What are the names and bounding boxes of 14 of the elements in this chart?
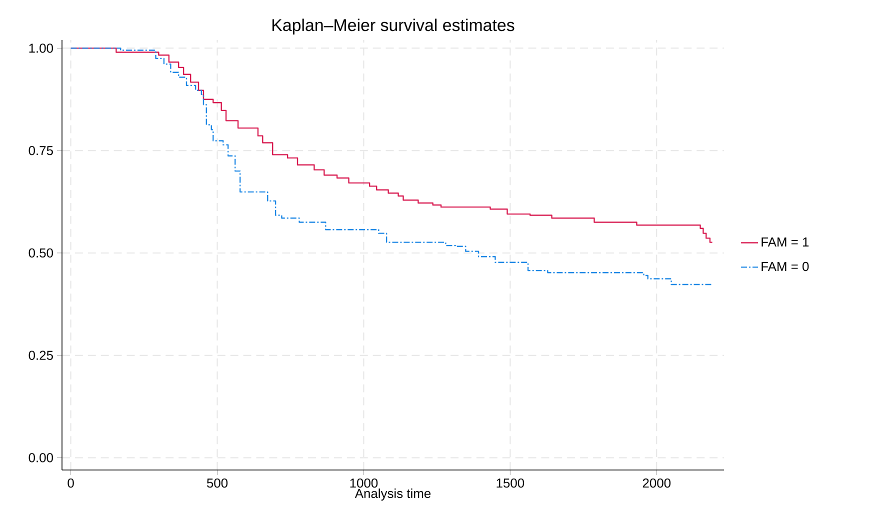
y-tick-label: 0.00 [28, 453, 53, 462]
legend-label: FAM = 1 [762, 238, 809, 246]
y-tick-label: 0.50 [28, 248, 53, 258]
chart-title: Kaplan–Meier survival estimates [272, 18, 514, 34]
x-axis-title: Analysis time [354, 488, 431, 501]
x-tick-label: 2000 [642, 478, 671, 488]
y-tick-label: 1.00 [29, 44, 53, 53]
y-tick-label: 0.75 [28, 146, 53, 156]
x-tick-label: 500 [206, 478, 228, 488]
x-tick-label: 1000 [350, 478, 378, 488]
y-tick-label: 0.25 [28, 350, 53, 360]
legend-label: FAM = 0 [762, 262, 809, 272]
x-tick-label: 0 [68, 478, 74, 488]
x-tick-label: 1500 [496, 478, 524, 488]
